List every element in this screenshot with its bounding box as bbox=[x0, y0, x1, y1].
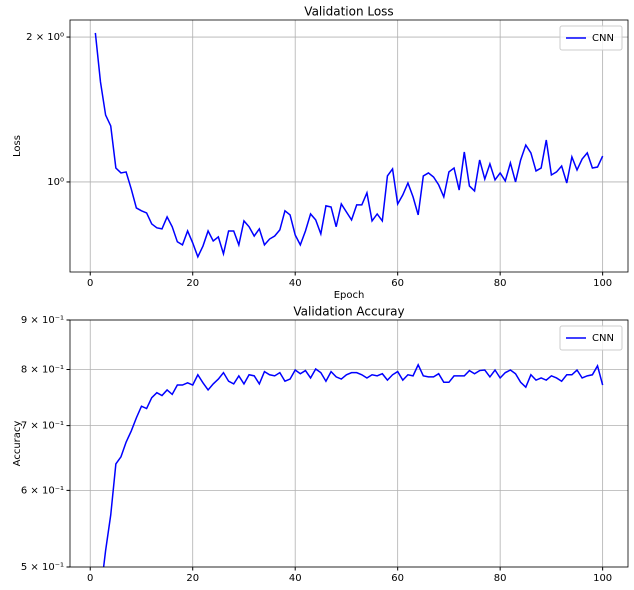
x-tick-label: 40 bbox=[289, 278, 302, 289]
chart-title: Validation Loss bbox=[304, 5, 393, 19]
chart-panel: Validation Loss Epoch Loss 0 20 40 60 80 100 10⁰ 2… bbox=[12, 5, 629, 301]
x-tick-label: 80 bbox=[494, 278, 507, 289]
y-tick-label: 6 × 10⁻¹ bbox=[21, 485, 64, 496]
x-tick-label: 0 bbox=[87, 278, 93, 289]
y-tick-label: 10⁰ bbox=[47, 177, 64, 188]
x-tick-label: 100 bbox=[593, 573, 612, 584]
x-tick-label: 80 bbox=[494, 573, 507, 584]
legend-label: CNN bbox=[592, 333, 614, 344]
legend-box bbox=[559, 325, 623, 351]
chart-title: Validation Accuray bbox=[293, 305, 404, 319]
plot-frame bbox=[69, 319, 629, 568]
y-axis-label: Accuracy bbox=[12, 421, 23, 467]
y-tick-label: 8 × 10⁻¹ bbox=[21, 364, 64, 375]
y-tick-label: 2 × 10⁰ bbox=[26, 32, 64, 43]
legend-box bbox=[559, 25, 623, 51]
data-line bbox=[94, 32, 604, 259]
x-tick-label: 0 bbox=[87, 573, 93, 584]
x-tick-label: 60 bbox=[391, 573, 404, 584]
x-axis-label: Epoch bbox=[334, 290, 365, 301]
y-tick-label: 9 × 10⁻¹ bbox=[21, 315, 64, 326]
y-tick-label: 7 × 10⁻¹ bbox=[21, 421, 64, 432]
data-line bbox=[102, 363, 604, 567]
x-tick-label: 40 bbox=[289, 573, 302, 584]
y-tick-label: 5 × 10⁻¹ bbox=[21, 562, 64, 573]
x-tick-label: 20 bbox=[186, 278, 199, 289]
x-tick-label: 60 bbox=[391, 278, 404, 289]
y-axis-label: Loss bbox=[12, 135, 23, 157]
x-tick-label: 100 bbox=[593, 278, 612, 289]
legend-label: CNN bbox=[592, 33, 614, 44]
chart-panel: Validation Accuray Accuracy 0 20 40 60 80 100 5 … bbox=[12, 305, 629, 584]
plot-frame bbox=[69, 19, 629, 273]
x-tick-label: 20 bbox=[186, 573, 199, 584]
